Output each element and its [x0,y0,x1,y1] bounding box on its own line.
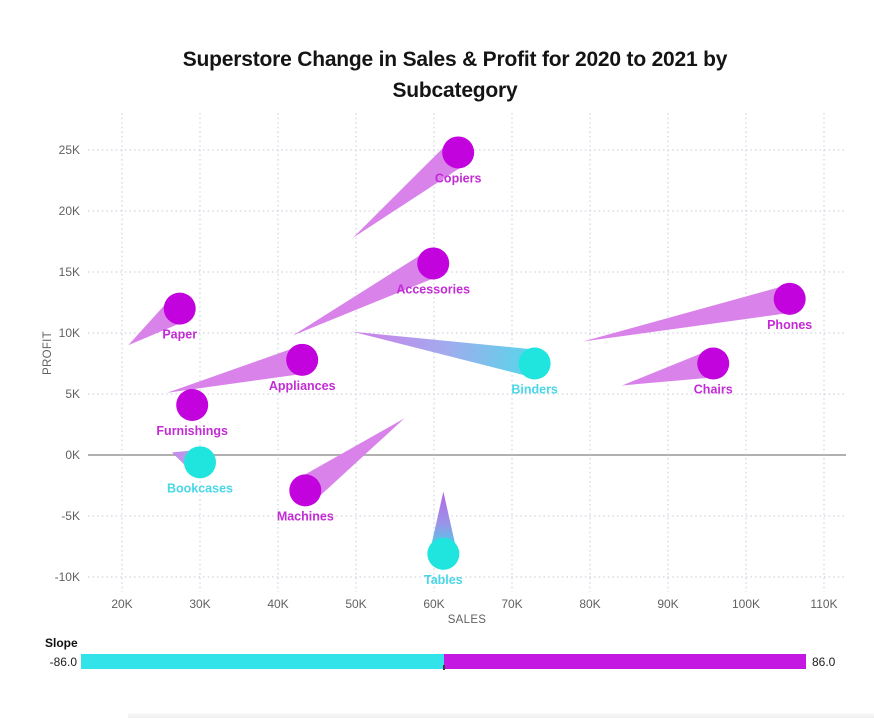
comet-binders-tail [352,331,538,378]
slope-gradient-bar [81,654,806,670]
x-tick-label-20K: 20K [111,597,132,611]
comet-paper-label: Paper [162,328,197,342]
y-tick-label--5K: -5K [61,509,80,523]
comet-machines-label: Machines [277,509,334,523]
comet-appliances-label: Appliances [269,379,336,393]
slope-legend-max-label: 86.0 [812,655,836,669]
chart-title-line-2: Subcategory [392,79,518,102]
y-axis-title: PROFIT [42,331,54,375]
comet-copiers-tail [352,141,467,238]
comet-bookcases-head[interactable] [184,446,216,479]
comet-phones-label: Phones [767,318,812,332]
comet-accessories-label: Accessories [396,282,470,296]
comet-machines-head[interactable] [289,474,322,507]
comet-tables-tail [429,491,458,554]
x-tick-label-50K: 50K [345,597,366,611]
comet-tables-head[interactable] [427,537,460,570]
slope-legend-min-label: -86.0 [49,655,77,669]
y-tick-label-5K: 5K [65,387,80,401]
comet-copiers-head[interactable] [442,136,475,169]
x-tick-label-90K: 90K [657,597,678,611]
comet-chairs-label: Chairs [694,383,733,397]
comet-chairs-tail [621,349,717,386]
x-tick-label-30K: 30K [189,597,210,611]
y-tick-label-25K: 25K [59,143,80,157]
comet-tables-label: Tables [424,573,463,587]
comet-furnishings-head[interactable] [176,388,209,421]
y-tick-label-0K: 0K [65,448,80,462]
y-tick-label-15K: 15K [59,265,80,279]
y-tick-label-10K: 10K [59,326,80,340]
comet-phones-head[interactable] [773,282,806,315]
y-tick-label-20K: 20K [59,204,80,218]
y-tick-label--10K: -10K [55,570,80,584]
x-tick-label-40K: 40K [267,597,288,611]
comet-accessories-head[interactable] [417,247,450,280]
scatter-plot: 25K 20K 15K 10K 5K 0K -5K -10K 20K 30K 40K 50K 60K 70… [42,113,846,626]
chart-title-line-1: Superstore Change in Sales & Profit for … [182,48,728,71]
comet-accessories-tail [292,251,440,336]
comet-copiers-label: Copiers [435,171,482,185]
comet-bookcases-label: Bookcases [167,481,233,495]
x-tick-label-110K: 110K [810,597,837,611]
comet-binders-head[interactable] [518,347,551,380]
comet-appliances-tail [167,346,306,393]
slope-legend-title: Slope [45,636,78,650]
chart-title: Superstore Change in Sales & Profit for … [110,44,800,106]
comet-chairs-head[interactable] [697,347,730,380]
window-bottom-edge [128,713,874,718]
slope-bar-negative-segment [81,654,444,669]
slope-zero-tick [443,665,445,670]
comet-appliances-head[interactable] [286,343,319,376]
comet-phones-tail [582,285,793,342]
x-axis-title: SALES [448,614,487,626]
slope-bar-positive-segment [444,654,806,669]
comet-machines-tail [297,418,405,502]
x-tick-label-100K: 100K [732,597,760,611]
comet-furnishings-label: Furnishings [156,424,228,438]
comet-binders-label: Binders [511,383,558,397]
comet-paper-head[interactable] [163,292,196,325]
x-tick-label-80K: 80K [579,597,600,611]
x-tick-label-60K: 60K [423,597,444,611]
x-tick-label-70K: 70K [501,597,522,611]
